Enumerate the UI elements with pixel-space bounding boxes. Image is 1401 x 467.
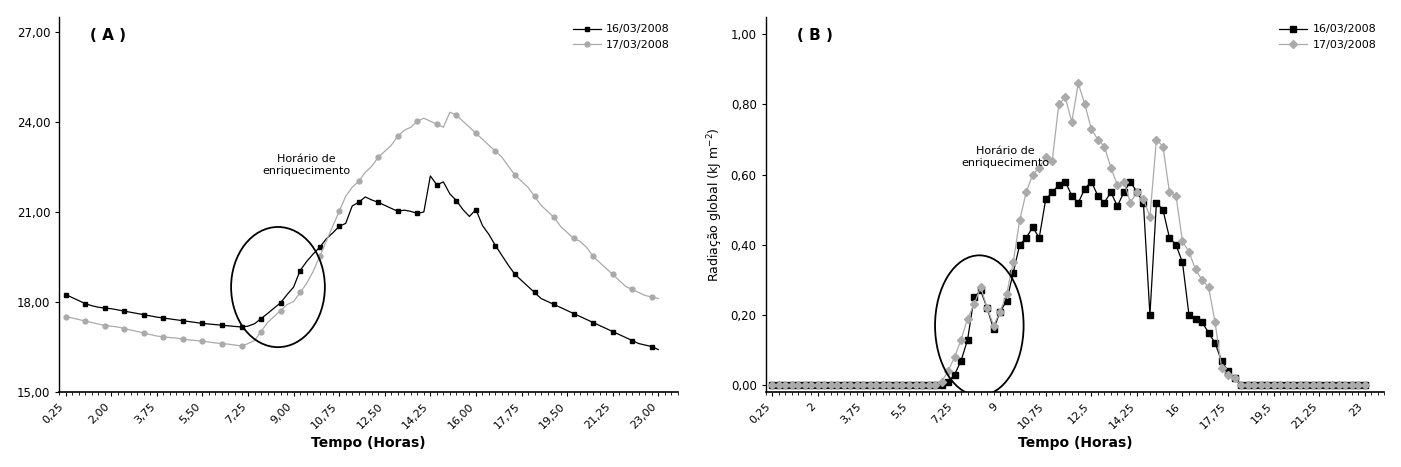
16/03/2008 [650, 347, 667, 353]
17/03/2008 [57, 314, 74, 319]
16/03/2008 [532, 296, 549, 301]
16/03/2008 [539, 299, 556, 304]
17/03/2008 [1356, 382, 1373, 388]
16/03/2008 [409, 211, 426, 216]
17/03/2008 [1240, 382, 1257, 388]
Legend: 16/03/2008, 17/03/2008: 16/03/2008, 17/03/2008 [569, 20, 674, 55]
17/03/2008 [416, 115, 433, 121]
Text: Horário de
enriquecimento: Horário de enriquecimento [262, 154, 350, 176]
16/03/2008 [1240, 382, 1257, 388]
16/03/2008 [559, 308, 576, 313]
17/03/2008 [441, 109, 458, 115]
17/03/2008 [764, 382, 780, 388]
17/03/2008 [545, 214, 562, 220]
16/03/2008 [1233, 382, 1250, 388]
16/03/2008 [1206, 340, 1223, 346]
17/03/2008 [532, 203, 549, 208]
16/03/2008 [764, 382, 780, 388]
Line: 17/03/2008: 17/03/2008 [63, 110, 661, 348]
X-axis label: Tempo (Horas): Tempo (Horas) [1017, 436, 1132, 450]
17/03/2008 [565, 235, 581, 241]
17/03/2008 [1233, 382, 1250, 388]
Y-axis label: Radiação global (kJ m$^{-2}$): Radiação global (kJ m$^{-2}$) [706, 127, 726, 282]
16/03/2008 [1056, 179, 1073, 184]
17/03/2008 [1245, 382, 1262, 388]
16/03/2008 [1265, 382, 1282, 388]
16/03/2008 [500, 262, 517, 268]
17/03/2008 [650, 296, 667, 301]
16/03/2008 [1356, 382, 1373, 388]
Line: 17/03/2008: 17/03/2008 [769, 81, 1367, 388]
16/03/2008 [422, 173, 439, 179]
Line: 16/03/2008: 16/03/2008 [769, 179, 1367, 388]
17/03/2008 [507, 172, 524, 178]
17/03/2008 [1070, 80, 1087, 86]
Text: ( A ): ( A ) [90, 28, 126, 43]
Text: Horário de
enriquecimento: Horário de enriquecimento [961, 146, 1049, 168]
X-axis label: Tempo (Horas): Tempo (Horas) [311, 436, 426, 450]
17/03/2008 [1122, 200, 1139, 205]
Text: ( B ): ( B ) [797, 28, 832, 43]
17/03/2008 [233, 343, 249, 349]
Legend: 16/03/2008, 17/03/2008: 16/03/2008, 17/03/2008 [1275, 20, 1381, 55]
17/03/2008 [539, 209, 556, 214]
16/03/2008 [57, 292, 74, 297]
17/03/2008 [1265, 382, 1282, 388]
16/03/2008 [1122, 179, 1139, 184]
16/03/2008 [527, 290, 544, 295]
16/03/2008 [1245, 382, 1262, 388]
17/03/2008 [1206, 319, 1223, 325]
Line: 16/03/2008: 16/03/2008 [63, 173, 661, 352]
